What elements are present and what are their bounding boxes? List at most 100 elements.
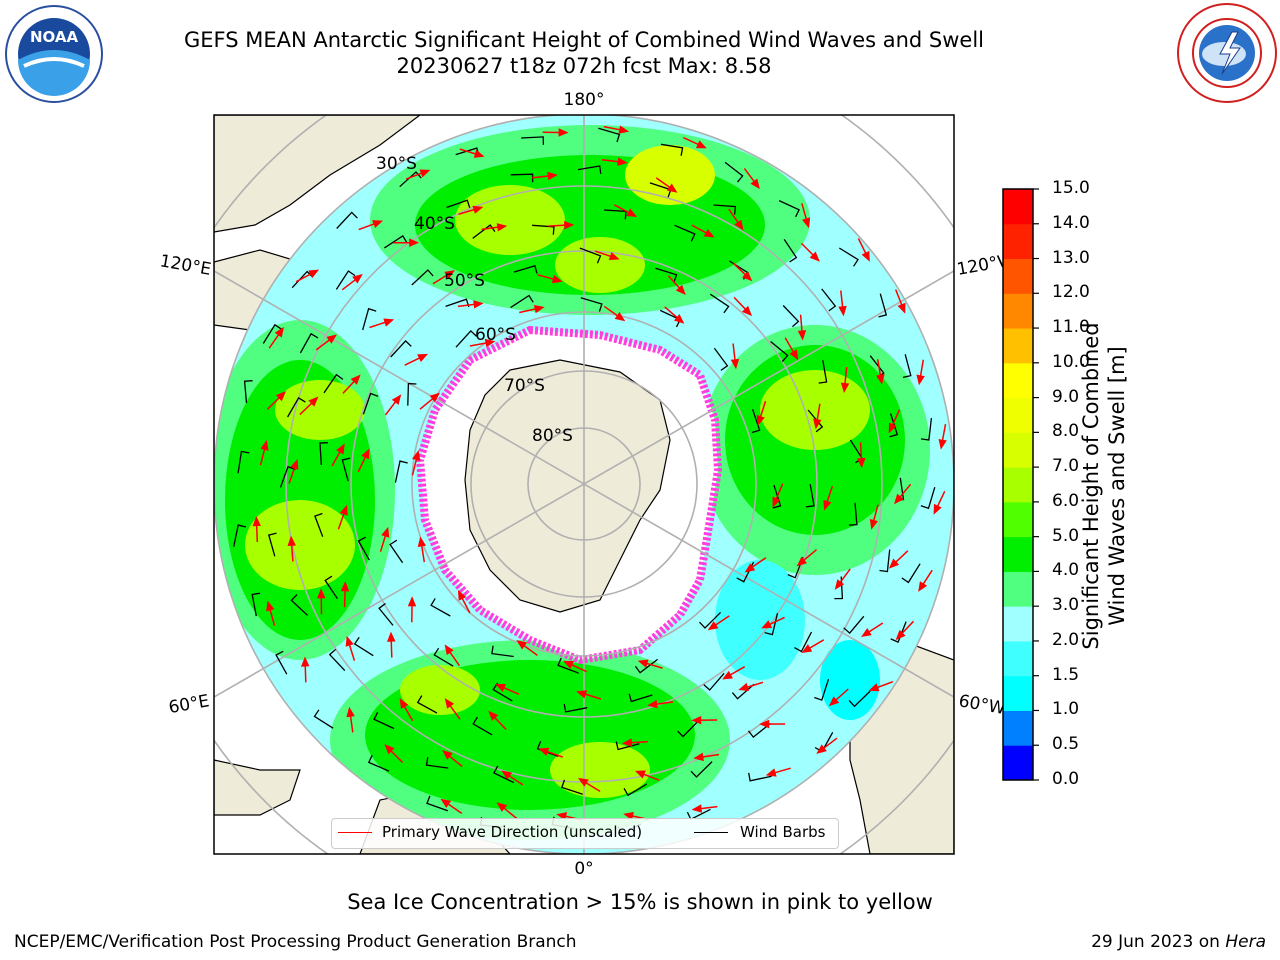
wave-arrow xyxy=(784,337,799,361)
wind-barb xyxy=(674,224,696,242)
colorbar-segment xyxy=(1003,189,1033,225)
wave-arrow xyxy=(399,698,414,722)
wave-arrow xyxy=(838,290,847,317)
wave-arrow xyxy=(300,656,310,683)
wave-arrow xyxy=(622,738,648,747)
wave-arrow xyxy=(459,148,485,158)
wave-arrow xyxy=(797,314,807,341)
wave-arrow xyxy=(357,448,370,473)
wave-arrow xyxy=(761,616,785,629)
wave-arrow xyxy=(744,557,767,573)
wind-barb xyxy=(362,307,377,331)
wind-barb xyxy=(390,339,412,358)
wave-arrow xyxy=(346,706,355,733)
wind-barb xyxy=(563,703,588,713)
wind-barb xyxy=(690,761,713,778)
wave-arrow xyxy=(869,504,879,530)
wind-barb xyxy=(510,294,534,309)
colorbar-segment xyxy=(1003,362,1033,399)
wind-barb xyxy=(532,224,555,235)
lon-label-60w: 60°W xyxy=(957,691,1007,719)
wave-arrow xyxy=(738,681,764,692)
wind-barb xyxy=(634,658,658,674)
wave-arrow xyxy=(299,396,319,416)
chart-title: GEFS MEAN Antarctic Significant Height o… xyxy=(183,28,985,52)
colorbar-segment xyxy=(1003,536,1033,572)
chart-subtitle: 20230627 t18z 072h fcst Max: 8.58 xyxy=(396,54,772,78)
wind-barb xyxy=(751,409,761,434)
wave-arrow xyxy=(888,409,901,434)
colorbar-tick-label: 0.0 xyxy=(1052,769,1080,789)
wave-arrow xyxy=(295,269,320,283)
wave-arrow xyxy=(743,167,760,190)
wind-barb xyxy=(580,297,603,312)
wave-arrow xyxy=(501,770,524,786)
colorbar-tick-label: 0.5 xyxy=(1052,734,1080,755)
colorbar-segment xyxy=(1003,397,1033,433)
wave-arrow xyxy=(667,275,686,296)
wave-arrow xyxy=(895,620,915,641)
wind-barb xyxy=(290,594,308,616)
lat-label-40s: 40°S xyxy=(414,214,455,234)
wave-arrow xyxy=(266,391,286,410)
colorbar-tick-label: 13.0 xyxy=(1052,247,1090,268)
wind-barb xyxy=(426,795,449,812)
wave-arrow xyxy=(647,699,674,709)
wind-barb xyxy=(275,650,288,675)
colorbar-tick-label: 6.0 xyxy=(1052,490,1080,511)
wind-barb xyxy=(778,200,800,218)
wave-arrow xyxy=(861,622,884,638)
wave-arrow xyxy=(765,767,791,777)
wind-barb xyxy=(357,536,370,561)
wind-barb xyxy=(407,382,417,406)
colorbar-segment xyxy=(1003,745,1033,781)
footer-branch: NCEP/EMC/Verification Post Processing Pr… xyxy=(14,932,577,952)
wave-arrow xyxy=(379,526,390,552)
wind-barb xyxy=(411,269,434,286)
wave-arrow xyxy=(857,442,866,469)
wind-barb xyxy=(770,340,789,363)
wave-arrow xyxy=(637,659,663,669)
wind-barb xyxy=(655,267,678,283)
antarctica xyxy=(415,325,723,665)
lat-label-50s: 50°S xyxy=(444,271,485,291)
colorbar-label-line2: Wind Waves and Swell [m] xyxy=(1105,346,1129,626)
wave-arrow xyxy=(345,635,356,661)
wind-barb xyxy=(237,450,250,474)
wind-barb xyxy=(251,592,261,617)
wind-barb xyxy=(772,484,782,509)
wind-barb xyxy=(703,672,725,691)
wave-arrow xyxy=(772,483,784,508)
wave-arrow xyxy=(834,568,851,590)
wave-arrow xyxy=(342,374,361,394)
wind-barb xyxy=(492,682,513,702)
wind-barb xyxy=(794,631,813,653)
wind-barb xyxy=(430,598,451,617)
wave-arrow xyxy=(444,698,461,720)
wave-arrow xyxy=(895,289,906,314)
wind-barb xyxy=(336,211,358,229)
colorbar-tick-label: 8.0 xyxy=(1052,421,1080,442)
lon-label-120e: 120°E xyxy=(158,251,212,280)
wave-arrow xyxy=(407,596,417,623)
footer-date-text: 29 Jun 2023 on xyxy=(1091,932,1226,952)
wave-arrow xyxy=(801,203,811,229)
wind-barb xyxy=(287,396,306,418)
wave-arrow xyxy=(481,223,508,232)
colorbar-segment xyxy=(1003,293,1033,329)
colorbar-tick-label: 15.0 xyxy=(1052,178,1090,198)
wind-barb xyxy=(399,171,422,188)
wave-arrow xyxy=(730,343,740,370)
wind-barb xyxy=(433,647,454,667)
wave-arrow xyxy=(722,666,746,680)
wind-barb xyxy=(805,483,815,508)
lat-label-30s: 30°S xyxy=(376,154,417,174)
wind-barb xyxy=(902,354,912,379)
lon-label-180: 180° xyxy=(564,90,605,110)
colorbar-segment xyxy=(1003,501,1033,538)
lat-label-80s: 80°S xyxy=(532,426,573,446)
colorbar-label-line1: Significant Height of Combined xyxy=(1079,322,1103,650)
wave-arrow xyxy=(419,392,440,410)
colorbar-tick-label: 14.0 xyxy=(1052,212,1090,233)
colorbar-segment xyxy=(1003,606,1033,642)
